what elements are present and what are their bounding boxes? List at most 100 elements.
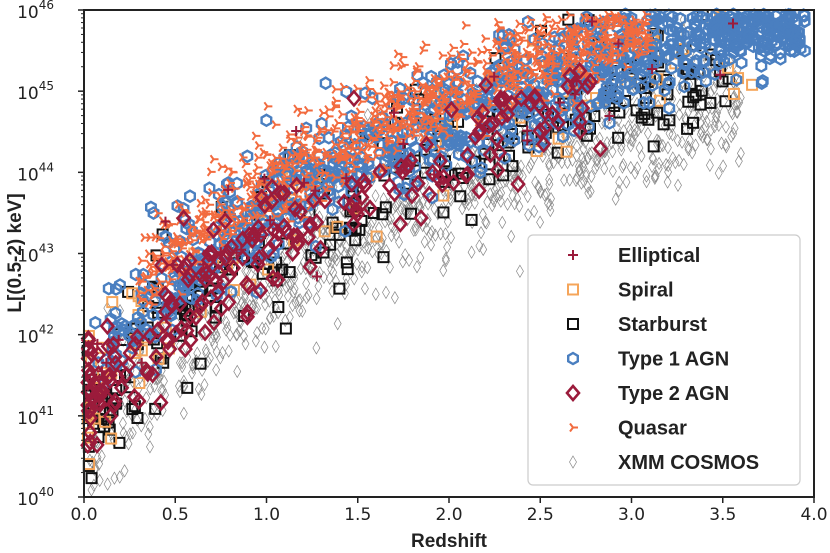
data-point bbox=[492, 181, 501, 196]
data-point bbox=[577, 176, 586, 190]
data-point bbox=[302, 217, 319, 236]
data-point bbox=[298, 304, 307, 318]
data-point bbox=[545, 159, 554, 173]
data-point bbox=[339, 82, 349, 92]
y-axis: 1040 1041 1042 1043 1044 1045 1046 bbox=[17, 0, 84, 510]
data-point bbox=[300, 228, 317, 247]
data-point bbox=[423, 94, 433, 105]
data-point bbox=[115, 470, 124, 484]
data-point bbox=[565, 10, 575, 20]
legend-marker bbox=[565, 384, 581, 402]
data-point bbox=[532, 121, 548, 140]
data-point bbox=[467, 48, 477, 58]
data-point bbox=[582, 37, 595, 52]
data-point bbox=[663, 175, 672, 189]
data-point bbox=[287, 150, 296, 160]
data-point bbox=[503, 197, 512, 211]
data-point bbox=[663, 75, 676, 89]
data-point bbox=[642, 175, 651, 189]
data-point bbox=[545, 177, 554, 192]
data-point bbox=[420, 235, 429, 249]
data-point bbox=[274, 283, 283, 297]
data-point bbox=[691, 8, 703, 23]
data-point bbox=[117, 323, 130, 337]
data-point bbox=[434, 105, 444, 116]
data-point bbox=[361, 241, 370, 255]
data-point bbox=[211, 252, 227, 271]
data-point bbox=[675, 107, 684, 122]
data-point bbox=[203, 288, 219, 307]
data-point bbox=[272, 301, 285, 314]
data-point bbox=[411, 223, 420, 237]
data-point bbox=[140, 273, 150, 283]
data-point bbox=[401, 248, 410, 262]
data-point bbox=[379, 201, 392, 214]
data-point bbox=[298, 140, 308, 150]
data-point bbox=[389, 77, 398, 87]
x-tick-label: 0.0 bbox=[70, 505, 97, 525]
data-point bbox=[499, 69, 508, 79]
data-point bbox=[369, 135, 379, 145]
data-point bbox=[146, 440, 154, 454]
data-point bbox=[206, 313, 222, 332]
data-point bbox=[279, 322, 292, 335]
data-point bbox=[290, 282, 299, 296]
data-point bbox=[556, 103, 568, 117]
data-point bbox=[536, 215, 544, 229]
data-point bbox=[510, 196, 519, 211]
data-point bbox=[133, 413, 142, 427]
data-point bbox=[493, 37, 502, 47]
data-point bbox=[423, 83, 433, 93]
data-point bbox=[313, 145, 323, 155]
data-point bbox=[635, 111, 648, 124]
data-point bbox=[524, 208, 533, 222]
data-point bbox=[471, 188, 479, 202]
data-point bbox=[684, 142, 693, 157]
data-point bbox=[701, 107, 710, 121]
data-point bbox=[394, 116, 403, 126]
data-point bbox=[582, 166, 591, 180]
x-tick-label: 2.5 bbox=[527, 505, 554, 525]
data-point bbox=[752, 41, 765, 56]
data-point bbox=[702, 114, 711, 129]
data-point bbox=[574, 99, 591, 118]
data-point bbox=[317, 191, 333, 210]
data-point bbox=[748, 8, 761, 22]
data-point bbox=[410, 174, 426, 193]
data-point bbox=[713, 30, 726, 45]
data-point bbox=[600, 142, 609, 156]
data-point bbox=[587, 16, 598, 27]
data-point bbox=[476, 47, 486, 57]
data-point bbox=[382, 285, 390, 300]
data-point bbox=[556, 82, 569, 97]
data-point bbox=[527, 157, 535, 171]
data-point bbox=[302, 290, 311, 305]
data-point bbox=[523, 189, 532, 204]
legend-label: Quasar bbox=[618, 418, 687, 440]
data-point bbox=[551, 146, 564, 159]
data-point bbox=[140, 233, 150, 243]
data-point bbox=[421, 185, 438, 204]
legend-label: Elliptical bbox=[618, 245, 700, 267]
data-point bbox=[129, 328, 146, 347]
data-point bbox=[523, 138, 536, 153]
data-point bbox=[658, 138, 667, 153]
data-point bbox=[616, 50, 629, 64]
data-point bbox=[156, 316, 172, 335]
data-point bbox=[590, 60, 599, 70]
data-point bbox=[155, 233, 165, 243]
data-point bbox=[697, 31, 710, 45]
data-point bbox=[90, 345, 106, 364]
data-point bbox=[642, 113, 655, 126]
y-tick-label: 1043 bbox=[17, 242, 54, 267]
data-point bbox=[727, 129, 736, 144]
data-point bbox=[628, 82, 640, 96]
data-point bbox=[318, 225, 331, 238]
data-point bbox=[580, 13, 589, 23]
data-point bbox=[354, 188, 370, 207]
data-point bbox=[281, 171, 291, 182]
data-point bbox=[406, 93, 416, 104]
data-point bbox=[730, 121, 739, 135]
data-point bbox=[142, 327, 158, 346]
data-point bbox=[309, 239, 322, 254]
